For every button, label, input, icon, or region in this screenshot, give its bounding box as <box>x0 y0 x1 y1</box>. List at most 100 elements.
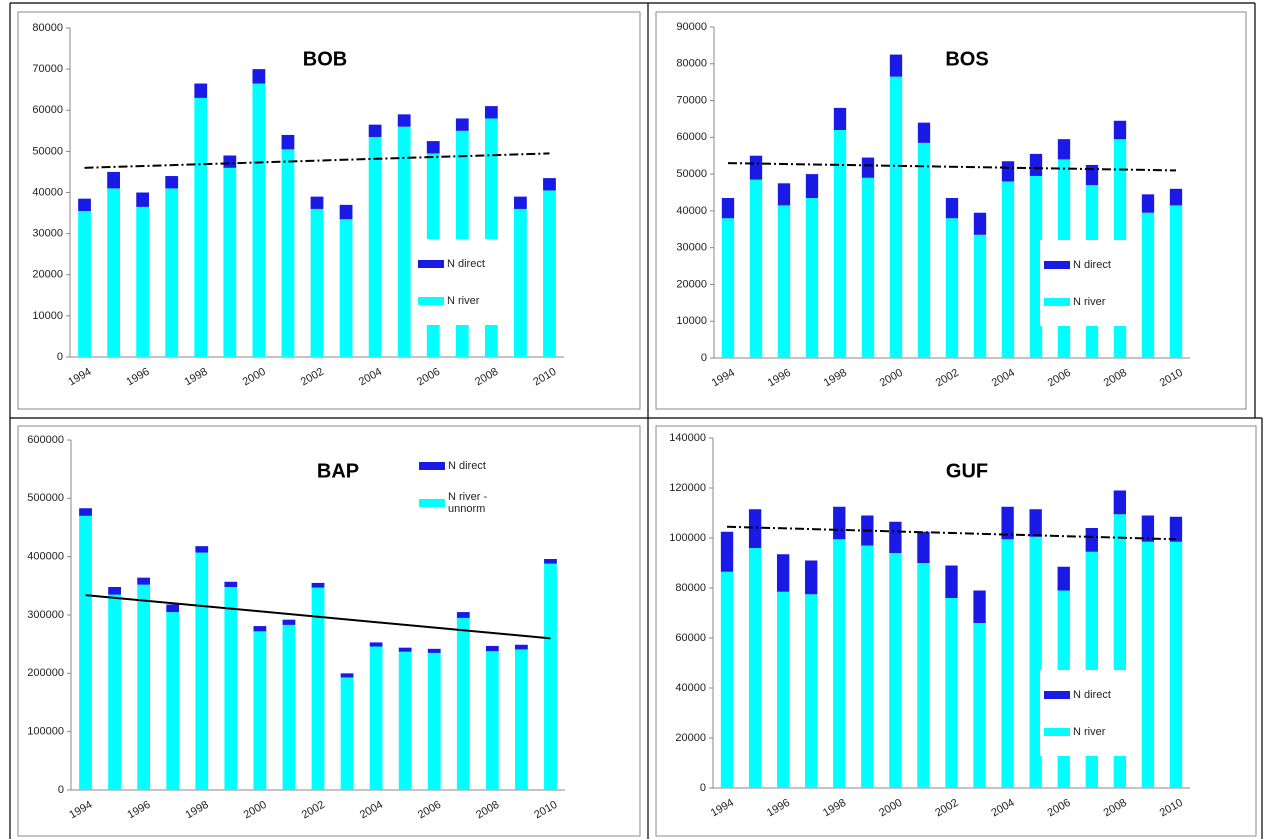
bar-segment <box>861 545 874 788</box>
y-tick-label: 140000 <box>669 432 706 444</box>
legend-entry: N river <box>1044 296 1134 308</box>
bar-segment <box>310 196 324 209</box>
bar-segment <box>833 506 846 540</box>
legend-swatch <box>1044 260 1070 269</box>
y-tick-label: 100000 <box>669 532 706 544</box>
bar-segment <box>1141 212 1155 358</box>
bar-segment <box>917 142 931 358</box>
bar-segment <box>945 198 959 219</box>
x-tick-label: 1996 <box>766 367 793 390</box>
bar-segment <box>282 624 296 790</box>
bar-segment <box>833 129 847 358</box>
bar-segment <box>544 563 557 790</box>
bar-segment <box>485 645 499 652</box>
bar-segment <box>1029 509 1042 537</box>
bar-segment <box>1085 164 1099 186</box>
y-tick-label: 400000 <box>27 551 64 563</box>
table-frame <box>9 2 1263 839</box>
x-tick-label: 2010 <box>1158 797 1185 820</box>
y-tick-label: 50000 <box>32 145 63 157</box>
x-tick-label: 2006 <box>1046 367 1073 390</box>
x-tick-label: 1996 <box>125 799 152 822</box>
y-tick-label: 60000 <box>675 632 706 644</box>
bar-segment <box>253 626 267 632</box>
bar-segment <box>1057 566 1070 591</box>
x-tick-label: 2004 <box>990 367 1017 390</box>
x-tick-label: 2010 <box>531 366 558 389</box>
x-tick-label: 1994 <box>67 799 94 822</box>
legend-box: N direct N river <box>414 239 512 325</box>
x-tick-label: 1996 <box>765 797 792 820</box>
bar-segment <box>194 97 208 357</box>
y-tick-label: 200000 <box>27 667 64 679</box>
bar-segment <box>1001 506 1014 540</box>
bar-segment <box>78 198 91 212</box>
bar-segment <box>368 136 382 357</box>
y-tick-label: 60000 <box>676 131 707 143</box>
bar-segment <box>369 646 383 790</box>
x-tick-label: 2002 <box>299 366 326 389</box>
bar-segment <box>805 560 818 595</box>
y-tick-label: 40000 <box>32 186 63 198</box>
x-tick-label: 2000 <box>877 797 904 820</box>
x-tick-label: 1996 <box>124 366 151 389</box>
chart: 0 10000 20000 30000 40000 50000 60000 70000 8000… <box>32 22 564 388</box>
bar-segment <box>777 205 791 358</box>
x-tick-label: 2008 <box>1102 797 1129 820</box>
bar-segment <box>369 642 383 647</box>
y-tick-label: 20000 <box>675 732 706 744</box>
bar-segment <box>136 192 150 207</box>
legend-swatch <box>418 259 444 268</box>
x-tick-label: 1994 <box>710 367 737 390</box>
bar-segment <box>749 179 763 358</box>
y-tick-label: 70000 <box>676 94 707 106</box>
bar-segment <box>973 590 986 623</box>
y-tick-label: 10000 <box>32 310 63 322</box>
y-tick-label: 40000 <box>675 682 706 694</box>
bar-segment <box>1001 181 1015 358</box>
bar-segment <box>223 167 237 357</box>
legend-swatch <box>419 498 445 507</box>
bar-segment <box>107 171 120 189</box>
x-tick-label: 2000 <box>878 367 905 390</box>
bar-segment <box>398 647 412 652</box>
y-tick-label: 0 <box>701 352 707 364</box>
bar-segment <box>544 559 557 564</box>
y-tick-label: 50000 <box>676 168 707 180</box>
bar-segment <box>720 571 734 788</box>
bar-segment <box>1169 188 1183 206</box>
bar-segment <box>252 83 266 358</box>
bar-segment <box>776 591 790 788</box>
legend-box: N direct N river - unnorm <box>415 444 513 530</box>
bar-segment <box>310 208 324 357</box>
bar-segment <box>195 552 209 790</box>
legend-label: N direct <box>448 459 486 472</box>
bar-segment <box>485 651 499 790</box>
y-tick-label: 20000 <box>676 278 707 290</box>
bar-segment <box>514 208 527 357</box>
bar-segment <box>777 183 791 206</box>
chart: 0 10000 20000 30000 40000 50000 60000 70000 8000… <box>676 21 1190 389</box>
bar-segment <box>720 531 734 572</box>
bar-segment <box>224 587 238 790</box>
bar-segment <box>339 204 353 220</box>
legend: N direct N river <box>414 239 512 325</box>
bar-segment <box>1141 194 1155 213</box>
bar-segment <box>281 149 295 357</box>
chart-borders <box>17 11 1257 837</box>
x-tick-label: 2000 <box>241 366 268 389</box>
x-tick-label: 1998 <box>183 366 210 389</box>
bar-segment <box>397 114 411 127</box>
bar-segment <box>776 554 790 592</box>
bar-segment <box>1141 541 1155 788</box>
x-tick-label: 2006 <box>1045 797 1072 820</box>
bar-segment <box>1169 541 1183 788</box>
legend-entry: N river <box>1044 726 1134 738</box>
bar-segment <box>945 565 958 598</box>
chart-title: BOS <box>945 48 988 70</box>
legend-swatch <box>1044 297 1070 306</box>
legend-box: N direct N river <box>1040 670 1138 756</box>
x-tick-label: 2006 <box>416 799 443 822</box>
bar-segment <box>311 582 325 588</box>
